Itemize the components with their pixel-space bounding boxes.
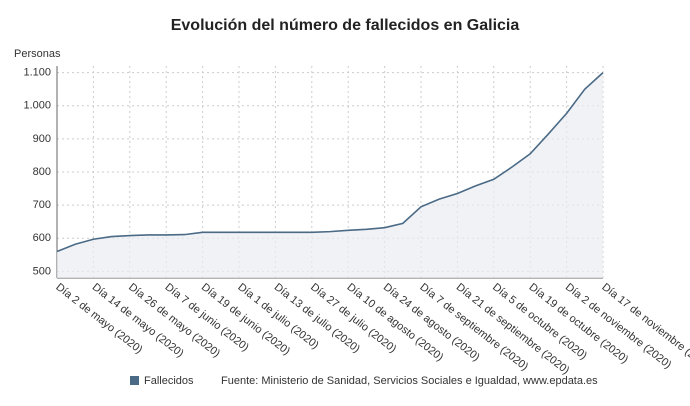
area <box>57 72 603 278</box>
y-tick-label: 900 <box>33 133 51 145</box>
source: Fuente: Ministerio de Sanidad, Servicios… <box>221 375 598 387</box>
chart-title: Evolución del número de fallecidos en Ga… <box>171 17 520 34</box>
y-tick-label: 700 <box>33 199 51 211</box>
legend-swatch <box>130 376 139 385</box>
y-tick-label: 500 <box>33 265 51 277</box>
y-tick-label: 1.000 <box>23 100 51 112</box>
legend-label: Fallecidos <box>144 375 194 387</box>
line <box>56 72 604 253</box>
y-tick-label: 1.100 <box>23 67 51 79</box>
y-tick-label: 800 <box>33 166 51 178</box>
y-tick-label: 600 <box>33 232 51 244</box>
y-axis-label: Personas <box>14 48 61 60</box>
